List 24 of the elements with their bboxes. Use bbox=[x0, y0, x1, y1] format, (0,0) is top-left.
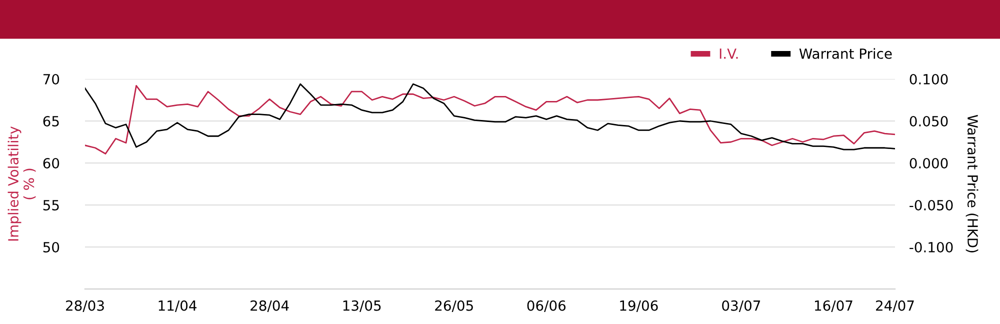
x-tick-label: 28/04 bbox=[250, 300, 289, 312]
x-tick-label: 06/06 bbox=[527, 300, 566, 312]
x-tick-label: 16/07 bbox=[814, 300, 852, 312]
y-tick-label: 50 bbox=[43, 242, 60, 252]
y-tick-label: 65 bbox=[43, 116, 59, 126]
y2-tick-label: 0.050 bbox=[910, 116, 948, 126]
y-tick-label: 60 bbox=[43, 158, 60, 168]
y2-tick-label: 0.000 bbox=[910, 158, 948, 168]
y-tick-label: 55 bbox=[43, 200, 59, 210]
y2-tick-label: -0.100 bbox=[910, 242, 953, 252]
x-tick-label: 24/07 bbox=[876, 300, 914, 312]
x-tick-label: 28/03 bbox=[66, 300, 104, 312]
x-tick-label: 03/07 bbox=[722, 300, 760, 312]
y2-axis-title: Warrant Price (HKD) bbox=[966, 114, 978, 252]
legend-label: Warrant Price bbox=[799, 48, 892, 59]
y2-tick-label: -0.050 bbox=[910, 200, 953, 210]
x-tick-label: 19/06 bbox=[620, 300, 658, 312]
x-tick-label: 11/04 bbox=[158, 300, 197, 312]
y-axis-title: Implied Volatility ( % ) bbox=[8, 126, 36, 241]
x-tick-label: 26/05 bbox=[435, 300, 473, 312]
legend-label: I.V. bbox=[720, 48, 738, 59]
x-tick-label: 13/05 bbox=[343, 300, 381, 312]
y-tick-label: 70 bbox=[43, 74, 60, 84]
y2-tick-label: 0.100 bbox=[910, 74, 948, 84]
